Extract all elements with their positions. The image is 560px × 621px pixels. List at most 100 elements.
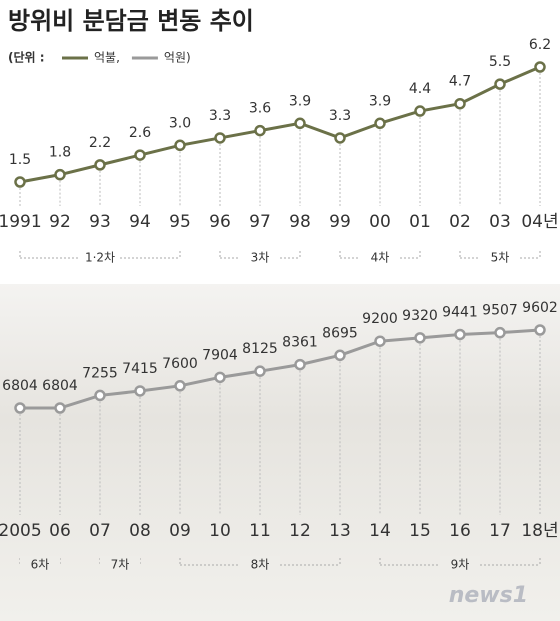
legend: (단위 : [8,50,45,65]
value-label: 9320 [402,308,438,324]
group-label: 4차 [371,251,390,265]
data-point [294,117,306,130]
x-tick-label: 97 [249,212,271,232]
x-tick-label: 92 [49,212,71,232]
value-label: 5.5 [489,54,511,70]
value-label: 8695 [322,325,358,341]
legend-separator: , [116,51,120,65]
data-point [454,97,466,110]
value-label: 3.9 [289,93,311,109]
value-label: 6.2 [529,37,551,53]
group-label: 6차 [31,558,50,572]
data-point [134,385,146,397]
group-label-bg [240,556,280,574]
value-label: 1.8 [49,145,71,161]
x-tick-label: 99 [329,212,351,232]
x-tick-label: 17 [489,521,511,541]
title: 방위비 분담금 변동 추이 [8,7,254,35]
value-label: 3.0 [169,115,191,131]
x-tick-label: 14 [369,521,391,541]
data-point [334,349,346,362]
value-label: 9602 [522,300,558,316]
group-label: 3차 [251,251,270,265]
x-tick-label: 04년 [521,212,558,232]
data-point [414,105,426,117]
data-point [494,78,506,90]
data-point [414,332,426,344]
x-tick-label: 13 [329,521,351,541]
data-point [54,168,66,181]
group-label: 9차 [451,558,470,572]
value-label: 4.7 [449,74,471,90]
value-label: 6804 [2,378,38,394]
value-label: 1.5 [9,152,31,168]
value-label: 7255 [82,365,118,381]
x-tick-label: 03 [489,212,511,232]
series-line [20,328,541,410]
data-point [214,371,226,384]
group-label-bg [480,249,520,267]
group-label: 7차 [111,558,130,572]
group-label-bg [20,556,60,574]
value-label: 3.3 [209,108,231,124]
data-point [454,328,466,341]
data-point [494,326,506,339]
data-point [294,358,306,371]
group-label-bg [240,249,280,267]
group-label: 8차 [251,558,270,572]
group-label-bg [360,249,400,267]
group-label: 1·2차 [85,251,115,265]
x-tick-label: 10 [209,521,231,541]
data-point [534,324,546,336]
x-tick-label: 95 [169,212,191,232]
data-point [374,335,386,347]
data-point [94,389,106,402]
data-point [254,365,266,377]
data-point [14,402,26,414]
x-tick-label: 96 [209,212,231,232]
x-tick-label: 11 [249,521,271,541]
x-tick-label: 16 [449,521,471,541]
x-tick-label: 07 [89,521,111,541]
x-tick-label: 2005 [0,521,42,541]
x-tick-label: 06 [49,521,71,541]
legend-label: 억원 [164,51,186,65]
value-label: 8125 [242,341,278,357]
group-label-bg [440,556,480,574]
value-label: 4.4 [409,81,431,97]
value-label: 8361 [282,335,318,351]
legend-prefix: (단위 : [8,50,45,65]
value-label: 2.2 [89,135,111,151]
data-point [334,132,346,144]
group-label: 5차 [491,251,510,265]
value-label: 9441 [442,304,478,320]
data-point [174,380,186,392]
x-tick-label: 02 [449,212,471,232]
value-label: 9507 [482,303,518,319]
x-tick-label: 09 [169,521,191,541]
data-point [214,132,226,144]
legend-label: 억불 [94,51,116,65]
data-point [174,139,186,152]
value-label: 3.9 [369,93,391,109]
data-point [54,402,66,414]
data-point [254,124,266,137]
value-label: 3.3 [329,108,351,124]
value-label: 7904 [202,347,238,363]
x-tick-label: 15 [409,521,431,541]
value-label: 9200 [362,311,398,327]
x-tick-label: 93 [89,212,111,232]
value-label: 3.6 [249,101,271,117]
data-point [14,176,26,188]
data-point [534,61,546,73]
legend-suffix: ) [186,51,191,65]
group-label-bg [100,556,140,574]
x-tick-label: 1991 [0,212,42,232]
series-line [19,65,541,184]
value-label: 7600 [162,356,198,372]
value-label: 6804 [42,378,78,394]
value-label: 2.6 [129,125,151,141]
x-tick-label: 00 [369,212,391,232]
watermark: news1 [449,583,528,608]
